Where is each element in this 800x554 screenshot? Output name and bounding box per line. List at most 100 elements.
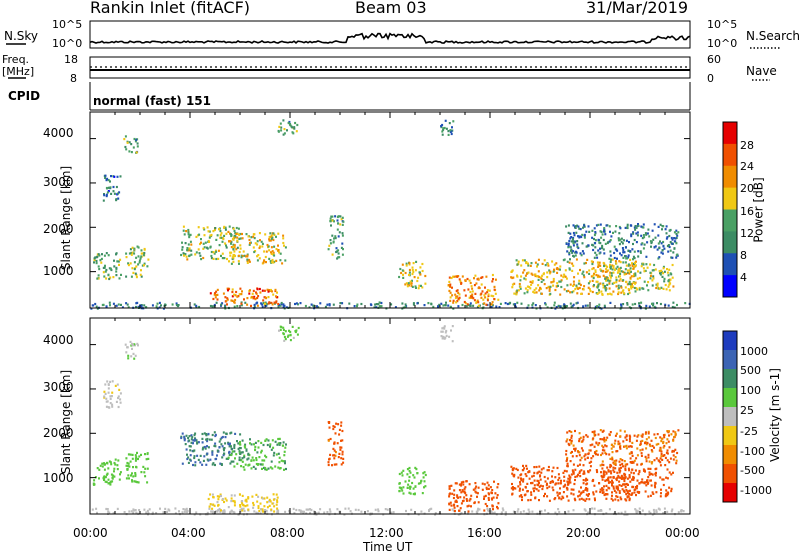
velocity-echo-cell: [456, 494, 459, 497]
velocity-echo-cell: [116, 468, 119, 471]
velocity-echo-cell: [246, 458, 249, 461]
power-echo-cell: [627, 288, 630, 291]
velocity-echo-cell: [611, 479, 613, 482]
power-echo-cell: [441, 133, 444, 136]
power-echo-cell: [94, 256, 97, 259]
velocity-echo-cell: [406, 473, 409, 476]
power-echo-cell: [597, 283, 600, 286]
velocity-echo-cell: [494, 492, 497, 495]
velocity-echo-cell: [520, 477, 522, 480]
velocity-echo-cell: [632, 477, 635, 480]
velocity-echo-cell: [420, 479, 423, 482]
power-echo-cell: [457, 305, 460, 308]
power-echo-cell: [605, 224, 608, 227]
power-echo-cell: [282, 119, 285, 122]
velocity-echo-cell: [201, 437, 204, 440]
velocity-echo-cell: [107, 387, 110, 390]
velocity-echo-cell: [653, 459, 656, 462]
power-echo-cell: [136, 301, 139, 304]
power-echo-cell: [596, 275, 599, 279]
velocity-echo-cell: [605, 497, 608, 500]
velocity-echo-cell: [132, 352, 135, 355]
power-echo-cell: [615, 276, 618, 279]
velocity-echo-cell: [135, 511, 138, 514]
velocity-echo-cell: [666, 477, 669, 480]
power-echo-cell: [263, 289, 266, 292]
power-echo-cell: [253, 237, 256, 240]
velocity-echo-cell: [639, 440, 642, 443]
power-echo-cell: [649, 263, 652, 266]
power-echo-cell: [569, 245, 572, 248]
noise-right-tick-bottom: 10^0: [707, 37, 738, 50]
power-echo-cell: [195, 306, 198, 309]
velocity-echo-cell: [675, 459, 678, 462]
power-echo-cell: [618, 225, 621, 229]
velocity-echo-cell: [655, 443, 658, 446]
velocity-echo-cell: [411, 481, 414, 485]
power-echo-cell: [135, 265, 138, 268]
power-echo-cell: [656, 284, 659, 287]
power-echo-cell: [603, 306, 606, 309]
velocity-echo-cell: [276, 496, 279, 499]
power-echo-cell: [135, 305, 137, 309]
power-echo-cell: [633, 274, 635, 278]
velocity-echo-cell: [117, 459, 120, 462]
velocity-echo-cell: [194, 437, 196, 440]
power-echo-cell: [117, 303, 120, 306]
power-echo-cell: [572, 231, 575, 235]
velocity-echo-cell: [574, 449, 577, 452]
velocity-echo-cell: [131, 457, 134, 460]
power-echo-cell: [518, 282, 521, 286]
velocity-echo-cell: [484, 494, 487, 497]
power-echo-cell: [528, 285, 531, 289]
velocity-echo-cell: [119, 473, 121, 476]
velocity-echo-cell: [261, 463, 264, 466]
velocity-echo-cell: [588, 498, 591, 501]
power-echo-cell: [559, 305, 562, 308]
power-echo-cell: [440, 125, 443, 128]
velocity-echo-cell: [588, 493, 590, 496]
power-echo-cell: [554, 288, 557, 292]
power-echo-cell: [454, 293, 457, 296]
power-echo-cell: [190, 253, 193, 256]
power-echo-cell: [575, 231, 578, 234]
velocity-echo-cell: [329, 437, 332, 441]
velocity-echo-cell: [640, 481, 643, 484]
power-echo-cell: [676, 234, 679, 237]
power-echo-cell: [340, 218, 343, 221]
velocity-echo-cell: [544, 509, 546, 512]
power-echo-region: [327, 215, 345, 260]
velocity-echo-cell: [408, 466, 411, 470]
power-echo-cell: [511, 286, 514, 289]
velocity-echo-cell: [197, 458, 200, 461]
velocity-echo-cell: [183, 439, 186, 442]
power-echo-cell: [450, 132, 453, 136]
xtick-1200: 12:00: [369, 526, 404, 540]
velocity-echo-cell: [440, 330, 443, 333]
velocity-echo-cell: [142, 465, 145, 468]
power-echo-cell: [660, 242, 663, 245]
power-echo-cell: [239, 287, 242, 290]
power-echo-cell: [127, 264, 130, 267]
power-echo-cell: [593, 237, 595, 241]
power-echo-cell: [639, 251, 642, 254]
power-echo-cell: [102, 303, 105, 306]
velocity-echo-cell: [513, 487, 516, 490]
velocity-echo-cell: [204, 447, 207, 450]
power-echo-cell: [549, 285, 552, 288]
power-echo-cell: [636, 231, 639, 234]
power-echo-cell: [597, 284, 600, 288]
velocity-echo-cell: [526, 467, 528, 470]
power-echo-cell: [328, 244, 331, 247]
velocity-echo-cell: [454, 482, 457, 485]
power-echo-cell: [481, 290, 484, 293]
velocity-echo-cell: [615, 459, 618, 462]
power-echo-cell: [662, 240, 665, 244]
power-echo-cell: [405, 282, 408, 285]
power-echo-cell: [491, 280, 494, 283]
power-echo-cell: [606, 283, 609, 286]
power-echo-cell: [427, 302, 430, 305]
velocity-echo-cell: [332, 454, 335, 457]
velocity-echo-cell: [205, 463, 208, 466]
